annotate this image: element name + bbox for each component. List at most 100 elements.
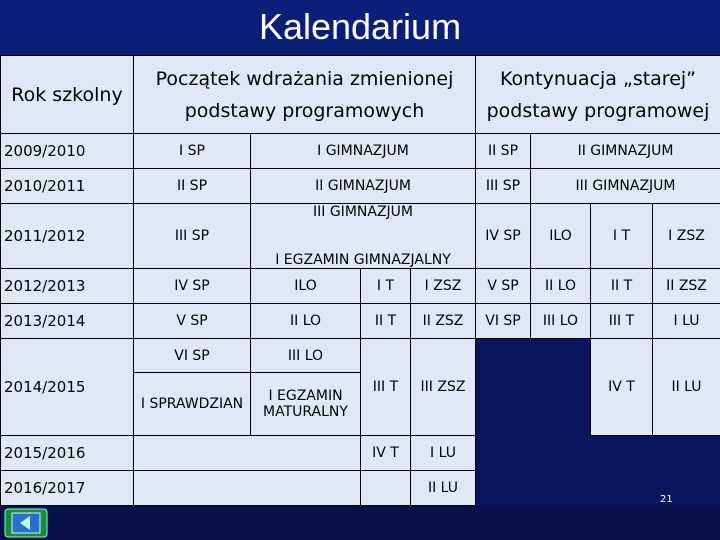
grade-cell: II LU <box>652 338 720 436</box>
header-old: Kontynuacja „starej” podstawy programowej <box>475 55 720 134</box>
cell-text: I SP <box>179 143 205 159</box>
grade-cell: I EGZAMIN MATURALNY <box>250 372 361 436</box>
cell-text: 2013/2014 <box>4 312 86 330</box>
cell-text: II GIMNAZJUM <box>577 143 674 159</box>
cell-text: I GIMNAZJUM <box>317 143 409 159</box>
cell-text: II ZSZ <box>422 313 464 329</box>
cell-text: V SP <box>487 278 519 294</box>
page-number: 21 <box>660 494 673 505</box>
grade-cell: III T <box>360 338 411 436</box>
grade-cell: ILO <box>250 268 361 304</box>
cell-text: II SP <box>487 143 519 159</box>
cell-text: III T <box>608 313 635 329</box>
cell-text: I ZSZ <box>668 228 705 244</box>
cell-text: I LU <box>673 313 700 329</box>
cell-text: 2011/2012 <box>4 227 86 245</box>
grade-cell: IV SP <box>475 203 531 269</box>
grade-cell: II ZSZ <box>652 268 720 304</box>
grade-cell: V SP <box>133 303 251 339</box>
grade-cell: III LO <box>250 338 361 373</box>
cell-text: Rok szkolny <box>11 83 123 106</box>
calendar-table: Rok szkolny Początek wdrażania zmienionej… <box>0 55 720 506</box>
year-cell: 2013/2014 <box>0 303 134 339</box>
cell-text: II LU <box>671 379 702 395</box>
grade-cell: II LO <box>530 268 591 304</box>
cell-text: 2010/2011 <box>4 177 86 195</box>
grade-cell: V SP <box>475 268 531 304</box>
grade-cell: I LU <box>410 435 476 471</box>
year-cell: 2009/2010 <box>0 133 134 169</box>
grade-cell: I T <box>590 203 653 269</box>
header-new: Początek wdrażania zmienionej podstawy pr… <box>133 55 476 134</box>
cell-text: II T <box>374 313 397 329</box>
grade-cell: II SP <box>475 133 531 169</box>
cell-text: ILO <box>549 228 572 244</box>
empty-cell <box>133 435 361 471</box>
grade-cell: III ZSZ <box>410 338 476 436</box>
cell-text: 2012/2013 <box>4 277 86 295</box>
cell-text: III SP <box>485 178 521 194</box>
grade-cell: ILO <box>530 203 591 269</box>
cell-text: I SPRAWDZIAN <box>140 396 244 412</box>
nav-icon[interactable] <box>4 508 48 538</box>
cell-text: Początek wdrażania zmienionej <box>155 67 454 90</box>
cell-text: IV T <box>608 379 635 395</box>
year-cell: 2014/2015 <box>0 338 134 436</box>
grade-cell: III GIMNAZJUM <box>530 168 720 204</box>
icon-arrow <box>20 516 30 530</box>
cell-text: I EGZAMIN GIMNAZJALNY <box>275 252 451 268</box>
slide-title: Kalendarium <box>258 6 462 47</box>
grade-cell: IV T <box>590 338 653 436</box>
grade-cell: II T <box>590 268 653 304</box>
cell-text: II T <box>610 278 633 294</box>
grade-cell: III T <box>590 303 653 339</box>
empty-cell <box>360 470 411 506</box>
grade-cell: I ZSZ <box>652 203 720 269</box>
grade-cell: II SP <box>133 168 251 204</box>
year-cell: 2011/2012 <box>0 203 134 269</box>
cell-text: I EGZAMIN <box>268 388 343 404</box>
cell-text: III GIMNAZJUM <box>313 204 413 220</box>
cell-text: III T <box>372 379 399 395</box>
grade-cell: III LO <box>530 303 591 339</box>
grade-cell: II LO <box>250 303 361 339</box>
grade-cell: I ZSZ <box>410 268 476 304</box>
cell-text: Kontynuacja „starej” <box>499 67 697 90</box>
cell-text: V SP <box>176 313 208 329</box>
grade-cell: II GIMNAZJUM <box>250 168 476 204</box>
cell-text: 2016/2017 <box>4 479 86 497</box>
cell-text: I LU <box>430 445 456 461</box>
cell-text: II ZSZ <box>666 278 707 294</box>
grade-cell: III GIMNAZJUM I EGZAMIN GIMNAZJALNY <box>250 203 476 269</box>
cell-text: III LO <box>542 313 579 329</box>
cell-text: III SP <box>174 228 210 244</box>
grade-cell: I GIMNAZJUM <box>250 133 476 169</box>
grade-cell: II LU <box>410 470 476 506</box>
cell-text: 2014/2015 <box>4 378 86 396</box>
grade-cell: I T <box>360 268 411 304</box>
cell-text: II LO <box>544 278 577 294</box>
grade-cell: III SP <box>475 168 531 204</box>
cell-text: podstawy programowej <box>486 99 710 122</box>
grade-cell: II T <box>360 303 411 339</box>
cell-text: VI SP <box>485 313 521 329</box>
cell-text: VI SP <box>174 347 210 364</box>
year-cell: 2015/2016 <box>0 435 134 471</box>
grade-cell: I SPRAWDZIAN <box>133 372 251 436</box>
grade-cell: II ZSZ <box>410 303 476 339</box>
empty-cell <box>133 470 361 506</box>
cell-text: ILO <box>294 278 317 294</box>
cell-text: 2009/2010 <box>4 142 86 160</box>
cell-text: III GIMNAZJUM <box>575 178 676 194</box>
cell-text: I T <box>612 228 631 244</box>
cell-text: IV T <box>372 445 399 461</box>
cell-text: IV SP <box>174 278 210 294</box>
grade-cell: IV SP <box>133 268 251 304</box>
cell-text: II LU <box>427 480 459 496</box>
cell-text: II GIMNAZJUM <box>315 178 411 194</box>
year-cell: 2016/2017 <box>0 470 134 506</box>
cell-text: IV SP <box>485 228 521 244</box>
cell-text: podstawy programowych <box>184 99 425 122</box>
grade-cell: IV T <box>360 435 411 471</box>
